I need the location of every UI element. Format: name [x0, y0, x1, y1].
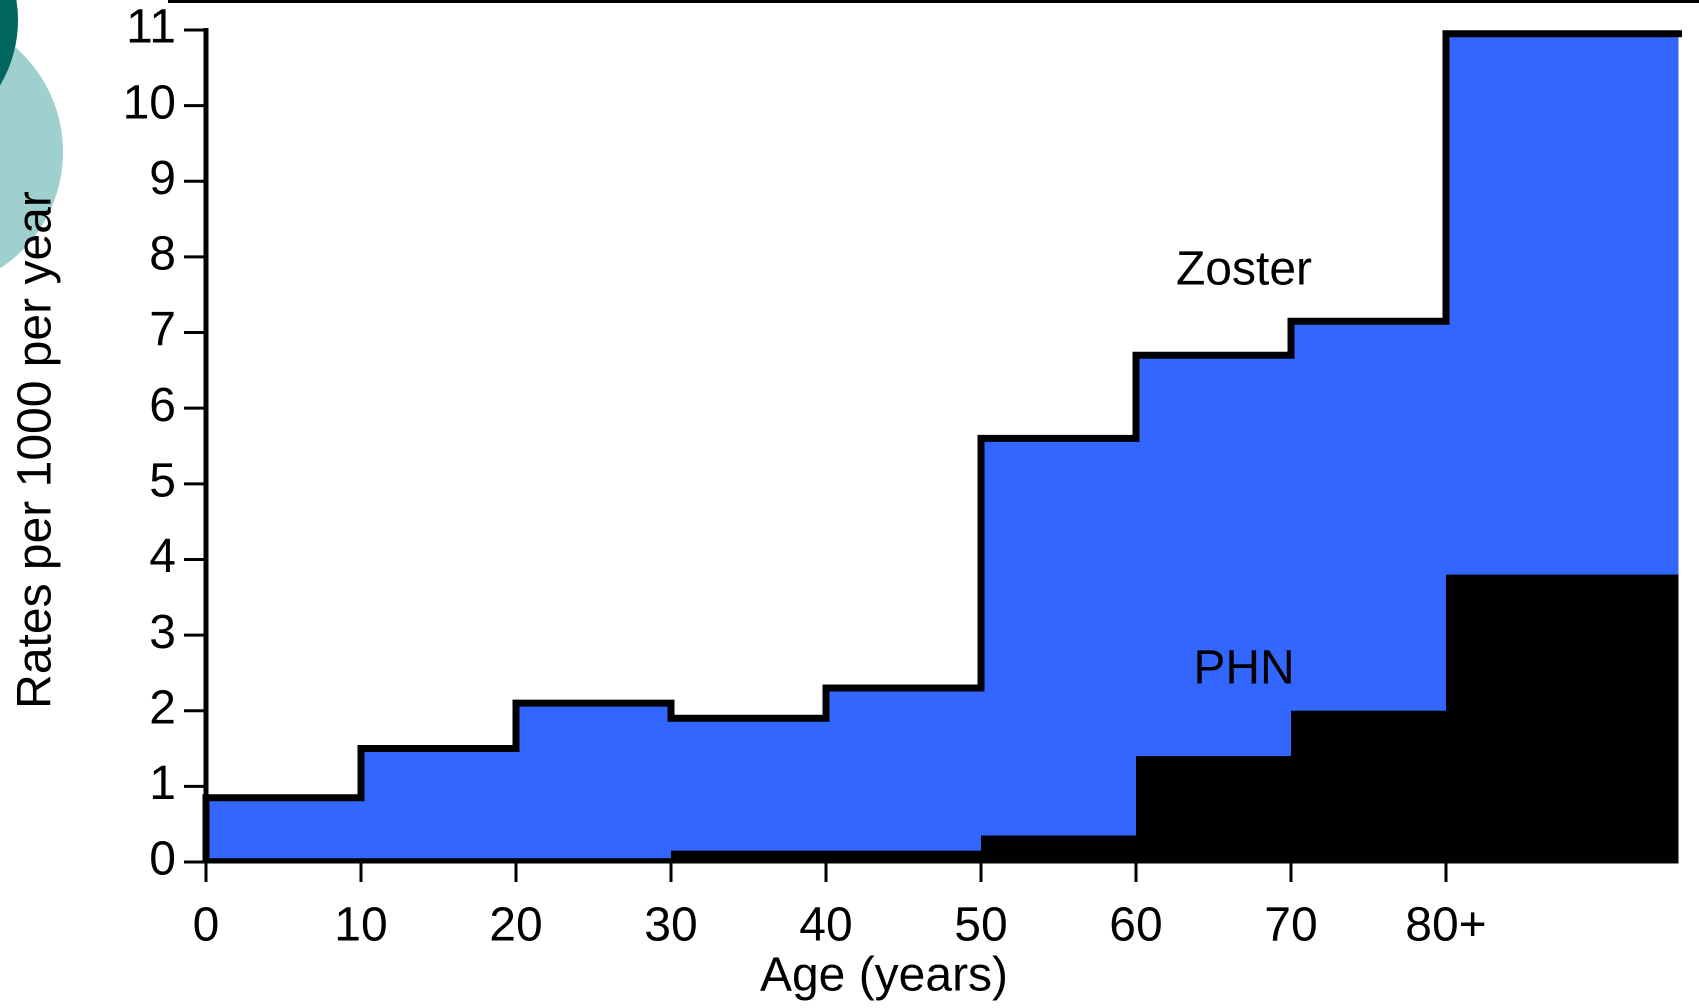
x-tick-label: 10 [334, 899, 387, 952]
x-tick-label: 0 [193, 899, 220, 952]
series-label: Zoster [1176, 243, 1312, 296]
bar [1136, 756, 1291, 862]
bar [516, 703, 671, 862]
bar [206, 858, 361, 862]
x-tick-label: 30 [644, 899, 697, 952]
x-tick-label: 50 [954, 899, 1007, 952]
y-tick-label: 1 [149, 757, 176, 810]
decor-circle [0, 35, 63, 269]
y-tick-label: 9 [149, 152, 176, 205]
y-axis-title: Rates per 1000 per year [9, 191, 62, 709]
x-tick-label: 40 [799, 899, 852, 952]
series-label: PHN [1193, 642, 1294, 695]
y-tick-label: 8 [149, 228, 176, 281]
x-tick-label: 60 [1109, 899, 1162, 952]
bar [826, 688, 981, 862]
x-tick-label: 80+ [1405, 899, 1486, 952]
bar [981, 438, 1136, 862]
y-tick-label: 7 [149, 303, 176, 356]
bar [516, 858, 671, 862]
y-tick-label: 2 [149, 681, 176, 734]
bar [671, 718, 826, 862]
bar [1446, 574, 1679, 862]
y-tick-label: 11 [126, 1, 176, 54]
bar [826, 850, 981, 862]
y-tick-label: 0 [149, 833, 176, 886]
x-tick-label: 20 [489, 899, 542, 952]
bar [981, 835, 1136, 862]
bar [206, 797, 361, 862]
decor-circle-dark [0, 0, 18, 86]
y-tick-label: 6 [149, 379, 176, 432]
bar [361, 858, 516, 862]
bar [671, 850, 826, 862]
x-axis-title: Age (years) [760, 949, 1008, 1002]
y-tick-label: 4 [149, 530, 176, 583]
x-tick-label: 70 [1264, 899, 1317, 952]
y-tick-label: 5 [149, 454, 176, 507]
y-tick-label: 3 [149, 606, 176, 659]
bar [1291, 710, 1446, 862]
y-tick-label: 10 [123, 76, 176, 129]
bar [361, 748, 516, 862]
